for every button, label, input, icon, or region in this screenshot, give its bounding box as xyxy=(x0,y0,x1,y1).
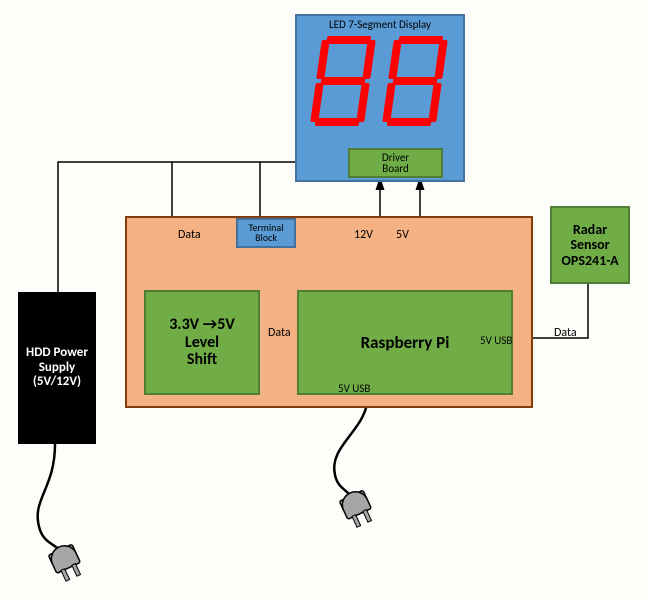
led-display-title: LED 7-Segment Display xyxy=(297,18,463,31)
hdd-power-supply: HDD Power Supply (5V/12V) xyxy=(18,292,96,444)
label-data-1: Data xyxy=(178,228,201,242)
terminal-block: Terminal Block xyxy=(236,218,296,248)
label-data-3: Data xyxy=(554,326,577,340)
label-data-2: Data xyxy=(268,326,291,340)
label-5v: 5V xyxy=(396,228,409,242)
driver-board: Driver Board xyxy=(348,148,443,178)
level-shift: 3.3V →5V Level Shift xyxy=(144,290,260,395)
label-5v-usb-2: 5V USB xyxy=(338,382,370,395)
radar-sensor: Radar Sensor OPS241-A xyxy=(550,206,630,284)
label-12v: 12V xyxy=(354,228,373,242)
label-5v-usb-1: 5V USB xyxy=(480,334,512,347)
hdd-power-supply-label: HDD Power Supply (5V/12V) xyxy=(26,346,88,391)
raspberry-pi-label: Raspberry Pi xyxy=(361,332,450,353)
terminal-block-label: Terminal Block xyxy=(248,223,283,243)
driver-board-label: Driver Board xyxy=(382,152,409,174)
level-shift-label: 3.3V →5V Level Shift xyxy=(169,316,235,369)
radar-sensor-label: Radar Sensor OPS241-A xyxy=(561,222,618,268)
